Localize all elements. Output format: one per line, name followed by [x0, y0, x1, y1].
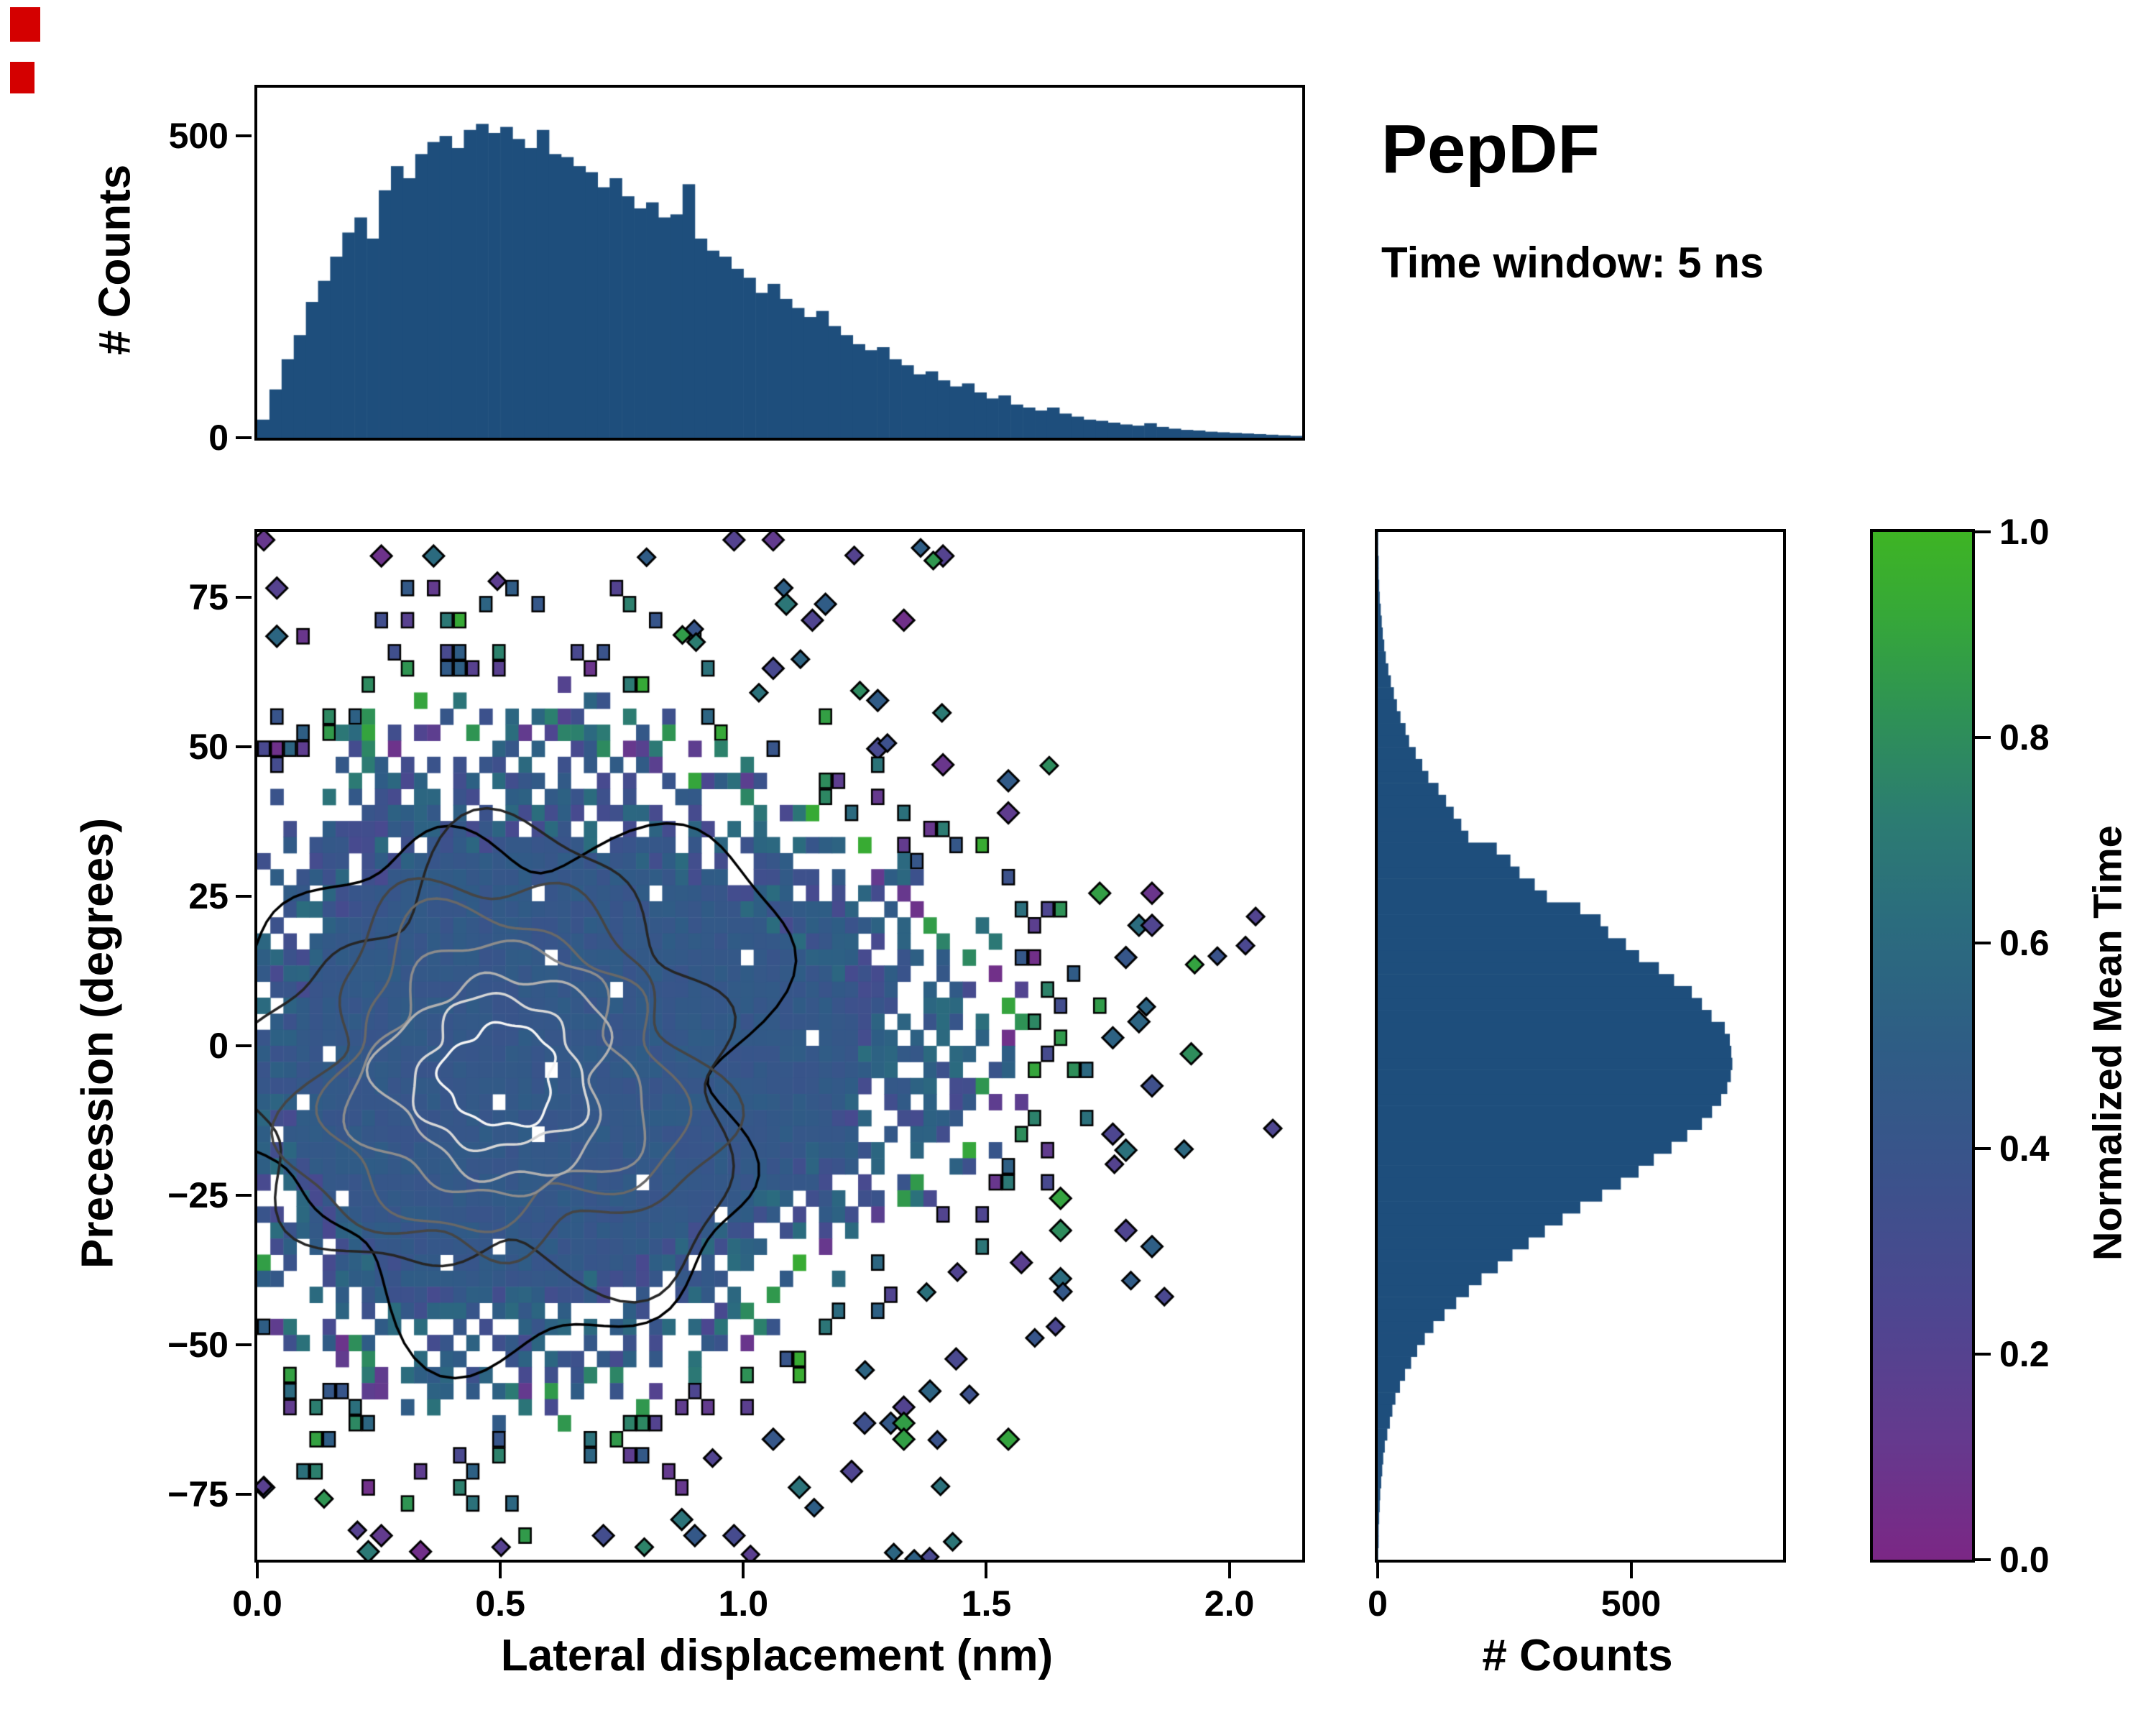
- tick: [236, 436, 252, 439]
- colorbar-gradient: [1873, 532, 1972, 1560]
- tick-label: 0.0: [1999, 1540, 2050, 1580]
- tick: [256, 1563, 259, 1578]
- red-edge-artifact: [10, 7, 40, 42]
- colorbar: 1.0 0.8 0.6 0.4 0.2 0.0: [1870, 514, 2050, 1578]
- tick-label: 0: [208, 418, 229, 458]
- tick-label: −25: [167, 1174, 229, 1215]
- tick: [1975, 736, 1991, 739]
- tick: [1975, 530, 1991, 533]
- tick-label: 0: [208, 1026, 229, 1066]
- tick-label: 1.0: [718, 1583, 769, 1624]
- top-histogram-canvas: [257, 88, 1302, 438]
- colorbar-label: Normalized Mean Time: [2084, 825, 2130, 1261]
- main-x-axis-label: Lateral displacement (nm): [500, 1631, 1054, 1680]
- tick: [1975, 1558, 1991, 1561]
- tick: [236, 134, 252, 138]
- tick-label: 0.4: [1999, 1128, 2050, 1169]
- tick: [236, 1492, 252, 1496]
- tick-label: 0: [1368, 1583, 1388, 1624]
- tick-label: 0.2: [1999, 1334, 2050, 1374]
- figure-title: PepDF: [1381, 111, 1600, 188]
- figure-subtitle: Time window: 5 ns: [1381, 239, 1764, 287]
- tick: [499, 1563, 502, 1578]
- joint-heatmap-canvas: [257, 532, 1302, 1560]
- tick: [236, 745, 252, 749]
- tick-label: 75: [188, 577, 229, 618]
- tick-label: 1.5: [961, 1583, 1012, 1624]
- tick-label: 500: [168, 116, 229, 157]
- tick-label: 0.0: [232, 1583, 282, 1624]
- tick-label: 0.5: [475, 1583, 525, 1624]
- tick-label: 500: [1600, 1583, 1662, 1624]
- tick-label: −75: [167, 1473, 229, 1514]
- tick-label: 25: [188, 876, 229, 917]
- tick: [1975, 1147, 1991, 1150]
- right-histogram-panel: 0 500: [1368, 529, 1786, 1622]
- right-x-axis-label: # Counts: [1482, 1631, 1673, 1680]
- tick-label: −50: [167, 1324, 229, 1365]
- top-histogram-panel: 500 0: [169, 85, 1305, 456]
- tick: [1629, 1563, 1633, 1578]
- tick-label: 2.0: [1204, 1583, 1255, 1624]
- right-histogram-canvas: [1378, 532, 1783, 1560]
- tick: [742, 1563, 745, 1578]
- tick-label: 50: [188, 727, 229, 768]
- tick: [236, 1343, 252, 1346]
- tick: [1975, 942, 1991, 944]
- tick: [236, 1193, 252, 1197]
- tick-label: 0.8: [1999, 717, 2050, 758]
- tick: [985, 1563, 988, 1578]
- top-y-axis-label: # Counts: [90, 164, 140, 356]
- tick: [1376, 1563, 1379, 1578]
- tick-label: 0.6: [1999, 923, 2050, 963]
- tick: [1227, 1563, 1231, 1578]
- tick: [1975, 1353, 1991, 1356]
- tick: [236, 596, 252, 599]
- joint-heatmap-panel: 0.0 0.5 1.0 1.5 2.0 75 50 25 0 −25 −50 −75: [167, 529, 1305, 1622]
- red-edge-artifact: [10, 62, 34, 93]
- main-y-axis-label: Precession (degrees): [73, 817, 123, 1269]
- tick: [236, 1044, 252, 1047]
- tick-label: 1.0: [1999, 512, 2050, 552]
- tick: [236, 895, 252, 898]
